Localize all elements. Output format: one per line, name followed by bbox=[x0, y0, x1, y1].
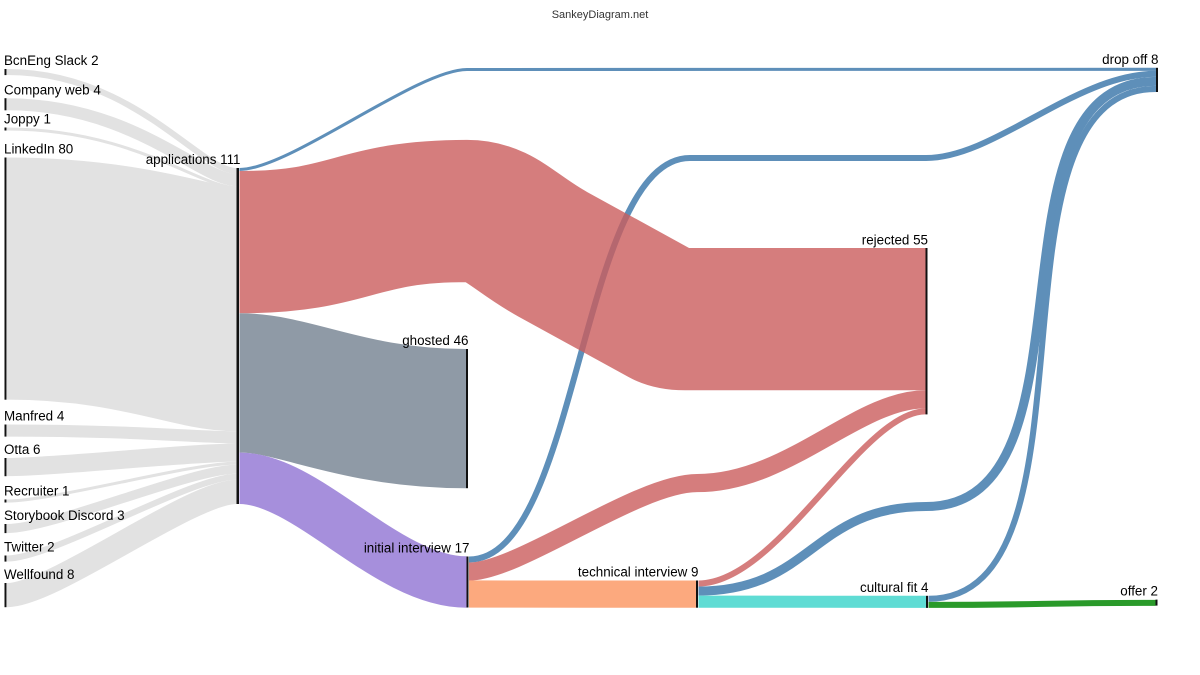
svg-text:drop off 8: drop off 8 bbox=[1102, 52, 1158, 67]
svg-text:Joppy 1: Joppy 1 bbox=[4, 112, 51, 127]
svg-text:Storybook Discord 3: Storybook Discord 3 bbox=[4, 508, 125, 523]
svg-text:offer 2: offer 2 bbox=[1120, 584, 1158, 599]
svg-text:BcnEng Slack 2: BcnEng Slack 2 bbox=[4, 53, 99, 68]
svg-text:Otta 6: Otta 6 bbox=[4, 442, 40, 457]
svg-text:SankeyDiagram.net: SankeyDiagram.net bbox=[552, 9, 649, 21]
svg-text:applications 111: applications 111 bbox=[146, 152, 241, 167]
svg-text:Company web 4: Company web 4 bbox=[4, 82, 101, 97]
svg-text:LinkedIn 80: LinkedIn 80 bbox=[4, 142, 73, 157]
svg-text:technical interview 9: technical interview 9 bbox=[578, 565, 699, 580]
svg-text:cultural fit 4: cultural fit 4 bbox=[860, 580, 929, 595]
svg-text:Recruiter 1: Recruiter 1 bbox=[4, 484, 70, 499]
svg-text:Twitter 2: Twitter 2 bbox=[4, 540, 55, 555]
svg-text:Wellfound 8: Wellfound 8 bbox=[4, 567, 74, 582]
svg-text:initial interview 17: initial interview 17 bbox=[364, 541, 470, 556]
svg-text:Manfred 4: Manfred 4 bbox=[4, 409, 65, 424]
svg-text:rejected 55: rejected 55 bbox=[862, 233, 928, 248]
svg-text:ghosted 46: ghosted 46 bbox=[402, 333, 468, 348]
